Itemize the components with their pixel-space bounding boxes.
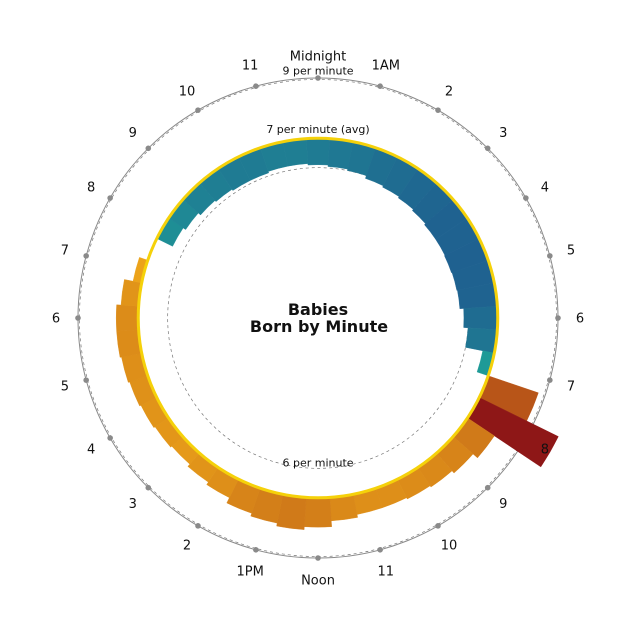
reference-ring-label: 6 per minute bbox=[282, 456, 353, 469]
hour-dot bbox=[523, 195, 529, 201]
data-wedge bbox=[306, 138, 330, 166]
hour-dot bbox=[547, 377, 553, 383]
hour-label: Noon bbox=[301, 574, 335, 589]
grid-layer bbox=[75, 75, 561, 561]
label-layer: Midnight 1AM 2 3 4 5 6 7 8 9 10 11 Noon 1PM 2 3 4 5 6 7 8 9 10… bbox=[52, 50, 584, 589]
hour-dot bbox=[253, 83, 259, 89]
hour-label: 8 bbox=[87, 181, 95, 196]
data-wedge bbox=[304, 497, 332, 528]
chart-title-line-1: Babies bbox=[288, 300, 348, 319]
hour-label: 5 bbox=[567, 244, 575, 259]
hour-dot bbox=[107, 195, 113, 201]
hour-label: 7 bbox=[567, 379, 575, 394]
hour-label: 10 bbox=[179, 85, 196, 100]
hour-dot bbox=[377, 547, 383, 553]
data-wedge bbox=[115, 304, 139, 332]
hour-label: 4 bbox=[87, 443, 95, 458]
hour-label: 11 bbox=[378, 565, 395, 580]
hour-label: 10 bbox=[441, 538, 458, 553]
reference-ring-label: 7 per minute (avg) bbox=[266, 123, 369, 136]
data-wedge bbox=[463, 306, 498, 330]
hour-dot bbox=[83, 253, 89, 259]
hour-dot bbox=[435, 523, 441, 529]
hour-label: 5 bbox=[61, 379, 69, 394]
hour-dot bbox=[107, 435, 113, 441]
hour-label: 1AM bbox=[372, 58, 400, 73]
hour-dot bbox=[145, 145, 152, 152]
hour-dot bbox=[145, 484, 152, 491]
hour-dot bbox=[435, 107, 441, 113]
hour-label: 6 bbox=[52, 312, 60, 327]
hour-label: 3 bbox=[129, 497, 137, 512]
hour-label: 9 bbox=[129, 126, 137, 141]
hour-label: 7 bbox=[61, 244, 69, 259]
hour-label: 8 bbox=[541, 443, 549, 458]
reference-ring-7 bbox=[136, 136, 500, 500]
hour-dot bbox=[75, 315, 81, 321]
chart-title-line-2: Born by Minute bbox=[250, 317, 388, 336]
hour-dot bbox=[83, 377, 89, 383]
data-layer bbox=[115, 136, 559, 530]
hour-dot bbox=[253, 547, 259, 553]
hour-label: 2 bbox=[183, 538, 191, 553]
hour-dot bbox=[315, 555, 321, 561]
hour-dot bbox=[377, 83, 383, 89]
hour-dot bbox=[195, 523, 201, 529]
hour-label: Midnight bbox=[290, 50, 347, 65]
hour-label: 4 bbox=[541, 181, 549, 196]
hour-dot bbox=[555, 315, 561, 321]
hour-label: 9 bbox=[499, 497, 507, 512]
hour-dot bbox=[547, 253, 553, 259]
data-wedge bbox=[465, 327, 498, 354]
hour-label: 6 bbox=[576, 312, 584, 327]
reference-ring-label: 9 per minute bbox=[282, 64, 353, 77]
hour-dot bbox=[315, 75, 321, 81]
hour-label: 2 bbox=[445, 85, 453, 100]
hour-label: 1PM bbox=[237, 565, 264, 580]
hour-dot bbox=[484, 484, 491, 491]
hour-label: 3 bbox=[499, 126, 507, 141]
hour-label: 11 bbox=[242, 58, 259, 73]
hour-dot bbox=[484, 145, 491, 152]
hour-dot bbox=[195, 107, 201, 113]
